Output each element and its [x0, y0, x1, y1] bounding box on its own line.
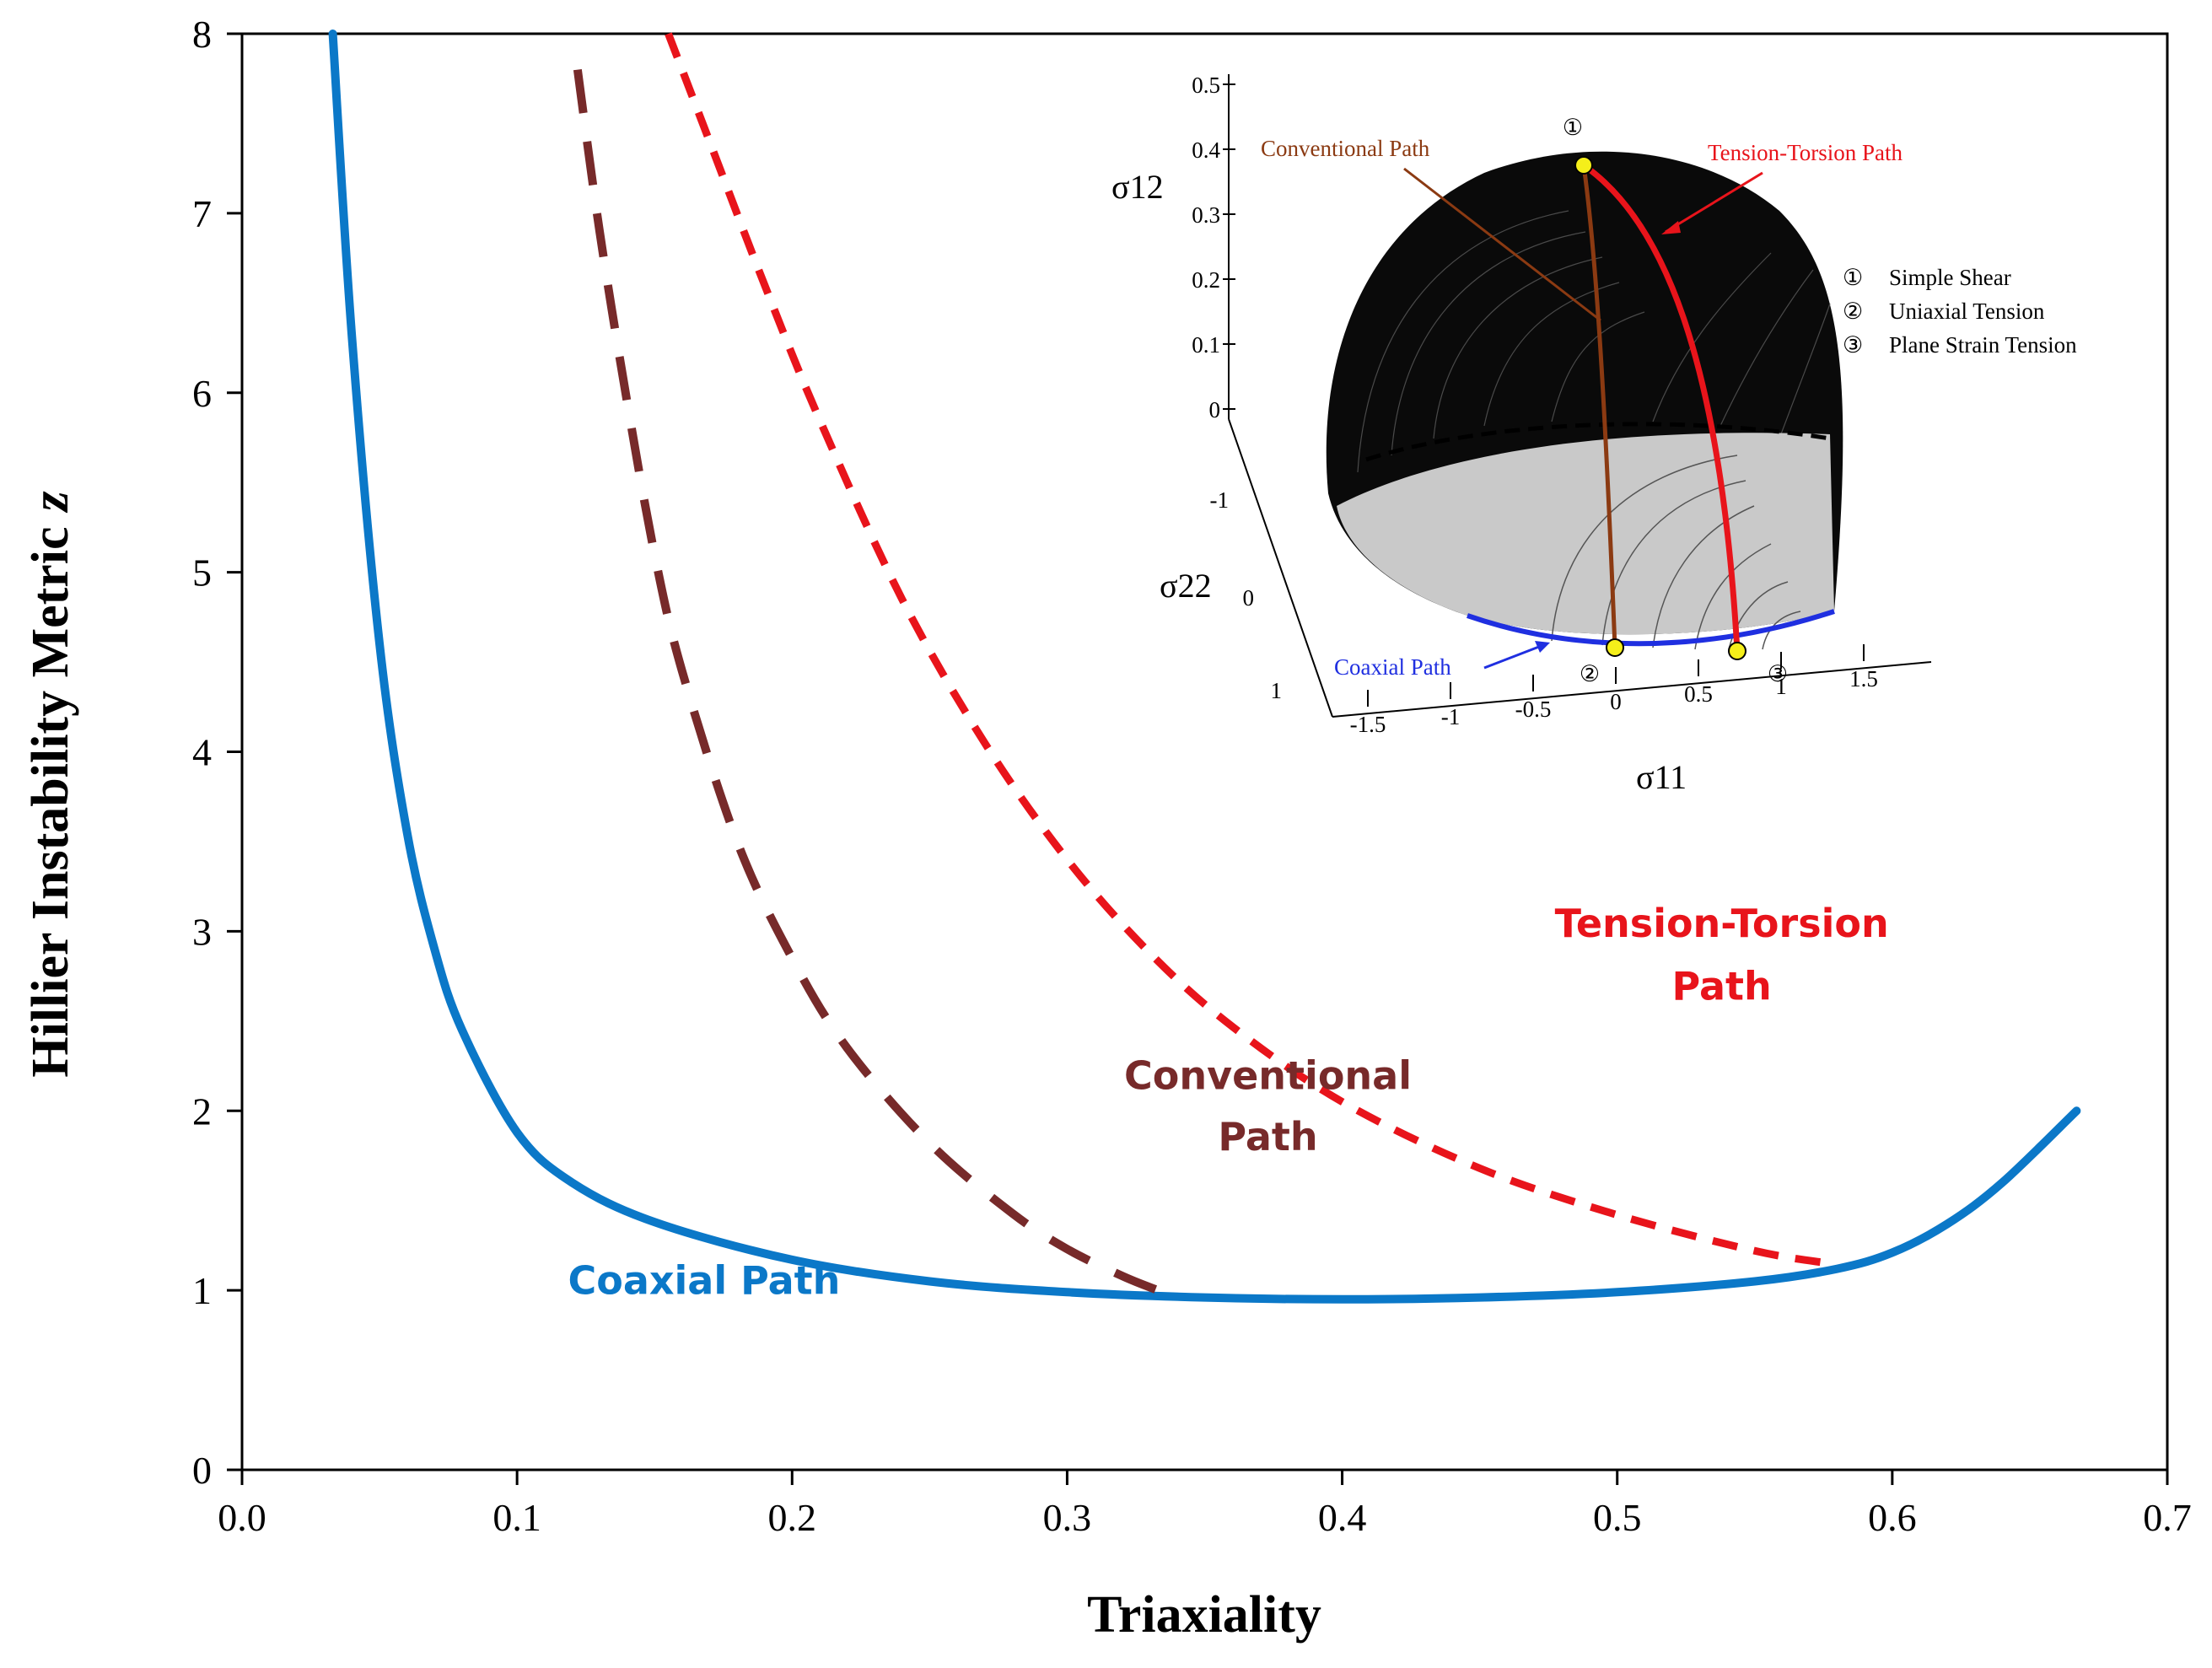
y-tick-label: 6 [192, 372, 212, 415]
series-line-conventional-path [573, 68, 1160, 1294]
inset-arrow-conventional [1403, 167, 1601, 322]
point-marker-3: ③ [1768, 661, 1788, 686]
x-tick-label: 0.6 [1868, 1496, 1917, 1539]
inset-coaxial-path [1467, 609, 1835, 647]
inset-sigma11-title: σ11 [1636, 758, 1687, 796]
inset-sigma22-axis [1228, 418, 1333, 718]
x-tick-label: 0.4 [1318, 1496, 1367, 1539]
inset-sigma11-tick: -1.5 [1350, 712, 1386, 737]
inset-arrow-tension-torsion [1665, 171, 1763, 234]
y-tick-label: 0 [192, 1449, 212, 1492]
point-marker-2: ② [1580, 661, 1600, 686]
series-label-tension-torsion-path: Path [1672, 963, 1772, 1009]
series-label-coaxial-path: Coaxial Path [568, 1257, 840, 1303]
inset-tension-torsion-path [1581, 163, 1741, 652]
yield-surface-lower [1337, 433, 1834, 635]
yield-surface-dashed-boundary [1365, 422, 1831, 462]
inset-sigma11-tick: 0 [1610, 689, 1622, 714]
inset-sigma11-tick: 1.5 [1849, 666, 1878, 691]
inset-sigma12-tick: 0.4 [1192, 137, 1220, 163]
inset-sigma22-ticks: -1 0 1 [1210, 487, 1283, 703]
inset-sigma12-title: σ12 [1111, 168, 1164, 206]
inset-sigma11-tick: -0.5 [1515, 697, 1552, 722]
x-axis-title: Triaxiality [1087, 1586, 1321, 1644]
inset-label-tension-torsion: Tension-Torsion Path [1708, 140, 1903, 165]
y-tick-label: 1 [192, 1269, 212, 1312]
yield-surface-mesh [1357, 210, 1831, 473]
series-layer [328, 30, 2081, 1304]
series-line-tension-torsion-path [665, 32, 1830, 1267]
x-tick-label: 0.5 [1593, 1496, 1642, 1539]
y-tick-label: 5 [192, 552, 212, 595]
inset-sigma12-tick: 0.2 [1192, 267, 1220, 293]
inset-sigma12-tick: 0 [1209, 397, 1221, 422]
series-line-coaxial-path [328, 30, 2081, 1304]
inset-sigma22-tick: -1 [1210, 487, 1230, 513]
inset-sigma11-tick: -1 [1441, 704, 1461, 729]
inset-sigma11-tick: 0.5 [1684, 681, 1713, 707]
x-tick-label: 0.1 [492, 1496, 541, 1539]
y-axis: 0 1 2 3 4 5 6 7 8 [192, 13, 242, 1492]
x-tick-label: 0.2 [768, 1496, 817, 1539]
x-tick-label: 0.7 [2143, 1496, 2192, 1539]
inset-sigma11-tick: 1 [1775, 674, 1787, 699]
legend-marker-3: ③ [1843, 332, 1863, 358]
legend-text-1: Simple Shear [1889, 265, 2011, 290]
point-plane-strain-tension [1728, 642, 1746, 660]
inset-label-conventional: Conventional Path [1261, 136, 1430, 161]
inset-legend: ① Simple Shear ② Uniaxial Tension ③ Plan… [1843, 265, 2077, 358]
series-labels: Coaxial Path Conventional Path Tension-Tors… [568, 901, 1888, 1304]
x-tick-label: 0.3 [1043, 1496, 1092, 1539]
y-tick-label: 2 [192, 1090, 212, 1133]
legend-marker-2: ② [1843, 299, 1863, 324]
legend-marker-1: ① [1843, 265, 1863, 290]
inset-sigma22-tick: 1 [1271, 678, 1283, 703]
inset-sigma11-ticks: -1.5 -1 -0.5 0 0.5 1 1.5 [1350, 644, 1878, 737]
inset-sigma12-tick: 0.3 [1192, 202, 1220, 228]
y-axis-title-group: Hillier Instability Metric z [22, 491, 79, 1077]
inset-sigma11-axis [1332, 661, 1932, 718]
y-tick-label: 4 [192, 731, 212, 774]
inset-sigma12-ticks: 0.5 0.4 0.3 0.2 0.1 0 [1192, 73, 1235, 422]
point-uniaxial-tension [1606, 638, 1624, 657]
y-axis-title-symbol: z [22, 491, 79, 513]
legend-text-3: Plane Strain Tension [1889, 332, 2077, 358]
x-tick-label: 0.0 [218, 1496, 266, 1539]
x-axis: 0.0 0.1 0.2 0.3 0.4 0.5 0.6 0.7 [218, 1470, 2192, 1539]
series-label-conventional-path: Path [1218, 1114, 1317, 1160]
y-tick-label: 8 [192, 13, 212, 56]
series-label-tension-torsion-path: Tension-Torsion [1555, 901, 1889, 946]
legend-text-2: Uniaxial Tension [1889, 299, 2045, 324]
inset-arrow-coaxial [1483, 643, 1544, 670]
y-axis-title: Hillier Instability Metric z [22, 491, 79, 1077]
inset-sigma22-title: σ22 [1160, 567, 1212, 605]
y-tick-label: 7 [192, 192, 212, 235]
inset-sigma12-tick: 0.5 [1192, 73, 1220, 98]
inset-conventional-path [1581, 164, 1617, 648]
y-axis-title-text: Hillier Instability Metric [22, 526, 79, 1077]
point-marker-1: ① [1563, 115, 1583, 140]
inset-label-coaxial: Coaxial Path [1334, 654, 1451, 680]
point-simple-shear [1574, 156, 1593, 175]
series-label-conventional-path: Conventional [1124, 1053, 1412, 1099]
inset-sigma22-tick: 0 [1243, 585, 1255, 611]
inset-sigma12-tick: 0.1 [1192, 332, 1220, 358]
y-tick-label: 3 [192, 910, 212, 953]
inset-yield-surface: 0.5 0.4 0.3 0.2 0.1 0 -1 0 1 -1.5 -1 -0.5 0 0.5 1 1.5 [1111, 73, 2077, 796]
